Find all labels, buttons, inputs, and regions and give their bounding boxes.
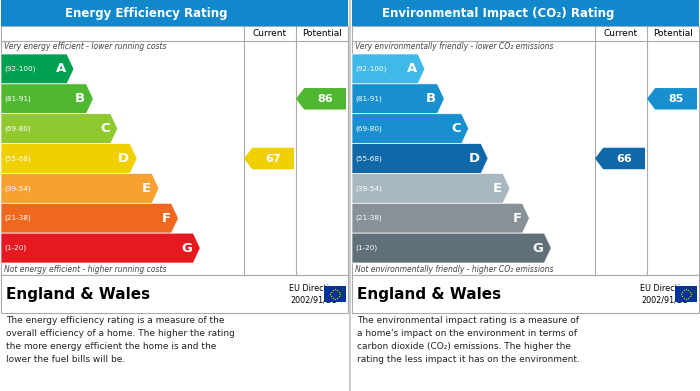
Text: (55-68): (55-68) <box>355 155 382 162</box>
Text: C: C <box>451 122 461 135</box>
Polygon shape <box>244 148 294 169</box>
Text: Not energy efficient - higher running costs: Not energy efficient - higher running co… <box>4 265 167 274</box>
Text: Not environmentally friendly - higher CO₂ emissions: Not environmentally friendly - higher CO… <box>355 265 554 274</box>
Text: B: B <box>75 92 85 105</box>
Polygon shape <box>352 143 488 174</box>
Bar <box>324 286 346 302</box>
Text: England & Wales: England & Wales <box>357 287 501 301</box>
Polygon shape <box>352 174 510 203</box>
Text: Environmental Impact (CO₂) Rating: Environmental Impact (CO₂) Rating <box>382 7 614 20</box>
Text: Current: Current <box>253 29 287 38</box>
Polygon shape <box>1 174 159 203</box>
Text: Very environmentally friendly - lower CO₂ emissions: Very environmentally friendly - lower CO… <box>355 42 554 51</box>
Text: (92-100): (92-100) <box>355 66 386 72</box>
Polygon shape <box>352 114 468 143</box>
Text: (1-20): (1-20) <box>355 245 377 251</box>
Polygon shape <box>647 88 697 109</box>
Text: B: B <box>426 92 436 105</box>
Text: Energy Efficiency Rating: Energy Efficiency Rating <box>66 7 228 20</box>
Text: England & Wales: England & Wales <box>6 287 150 301</box>
Text: 66: 66 <box>616 154 632 163</box>
Polygon shape <box>1 84 93 114</box>
Text: E: E <box>493 182 502 195</box>
Text: (1-20): (1-20) <box>4 245 26 251</box>
Text: 86: 86 <box>317 94 333 104</box>
Polygon shape <box>1 54 74 84</box>
Text: EU Directive
2002/91/EC: EU Directive 2002/91/EC <box>289 283 339 305</box>
Text: (81-91): (81-91) <box>4 95 31 102</box>
Text: 67: 67 <box>265 154 281 163</box>
Text: A: A <box>55 63 66 75</box>
Polygon shape <box>595 148 645 169</box>
Text: F: F <box>512 212 522 225</box>
Text: Potential: Potential <box>653 29 693 38</box>
Text: (39-54): (39-54) <box>4 185 31 192</box>
Text: (21-38): (21-38) <box>4 215 31 221</box>
Bar <box>352 26 699 275</box>
Bar <box>675 286 697 302</box>
Text: 85: 85 <box>668 94 684 104</box>
Text: EU Directive
2002/91/EC: EU Directive 2002/91/EC <box>640 283 690 305</box>
Polygon shape <box>352 54 425 84</box>
Text: F: F <box>161 212 170 225</box>
Bar <box>1 26 348 275</box>
Polygon shape <box>1 233 200 263</box>
Bar <box>352 275 699 313</box>
Text: (21-38): (21-38) <box>355 215 382 221</box>
Text: G: G <box>181 242 193 255</box>
Text: The energy efficiency rating is a measure of the
overall efficiency of a home. T: The energy efficiency rating is a measur… <box>6 316 235 364</box>
Polygon shape <box>1 114 118 143</box>
Text: The environmental impact rating is a measure of
a home's impact on the environme: The environmental impact rating is a mea… <box>357 316 580 364</box>
Text: Current: Current <box>604 29 638 38</box>
Bar <box>1 0 348 26</box>
Bar <box>352 0 699 26</box>
Text: E: E <box>142 182 151 195</box>
Text: (81-91): (81-91) <box>355 95 382 102</box>
Bar <box>1 275 348 313</box>
Text: (69-80): (69-80) <box>4 126 31 132</box>
Polygon shape <box>352 84 444 114</box>
Text: Potential: Potential <box>302 29 342 38</box>
Text: (39-54): (39-54) <box>355 185 382 192</box>
Text: C: C <box>100 122 110 135</box>
Text: G: G <box>533 242 543 255</box>
Text: A: A <box>407 63 417 75</box>
Text: (55-68): (55-68) <box>4 155 31 162</box>
Polygon shape <box>1 203 178 233</box>
Text: (92-100): (92-100) <box>4 66 36 72</box>
Polygon shape <box>352 203 529 233</box>
Polygon shape <box>296 88 346 109</box>
Text: D: D <box>469 152 480 165</box>
Text: (69-80): (69-80) <box>355 126 382 132</box>
Text: Very energy efficient - lower running costs: Very energy efficient - lower running co… <box>4 42 167 51</box>
Polygon shape <box>352 233 552 263</box>
Text: D: D <box>118 152 129 165</box>
Polygon shape <box>1 143 137 174</box>
